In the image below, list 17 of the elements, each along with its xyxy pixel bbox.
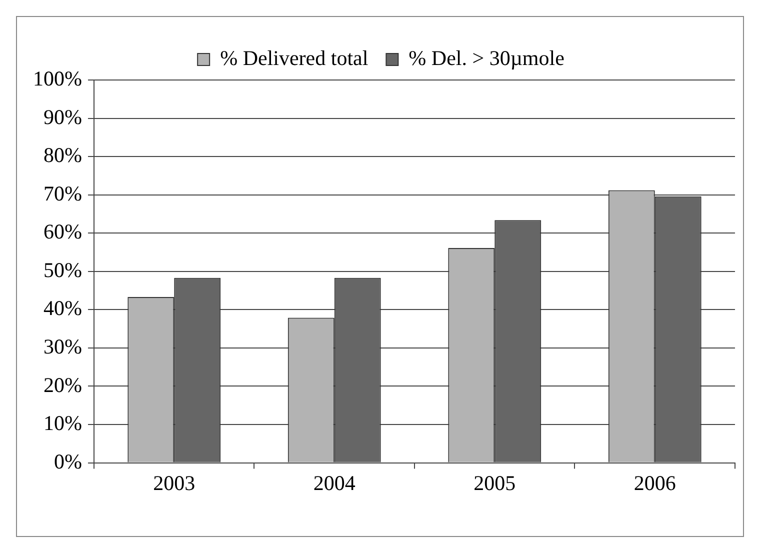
y-tick-label: 80% bbox=[43, 143, 82, 168]
y-tick-label: 70% bbox=[43, 181, 82, 206]
y-tick-label: 60% bbox=[43, 220, 82, 244]
x-tick-label: 2006 bbox=[634, 470, 676, 495]
y-tick-label: 20% bbox=[43, 372, 82, 397]
legend-label: % Del. > 30µmole bbox=[408, 46, 564, 70]
x-tick-label: 2004 bbox=[313, 470, 356, 495]
x-tick-label: 2005 bbox=[474, 470, 516, 495]
x-tick-label: 2003 bbox=[153, 470, 196, 495]
y-tick-label: 30% bbox=[43, 334, 82, 358]
y-tick-label: 100% bbox=[32, 66, 82, 91]
y-tick-label: 90% bbox=[43, 104, 82, 129]
y-tick-label: 0% bbox=[54, 449, 82, 474]
y-tick-label: 10% bbox=[43, 411, 82, 436]
legend-label: % Delivered total bbox=[220, 46, 368, 70]
y-tick-label: 50% bbox=[43, 258, 82, 282]
y-tick-label: 40% bbox=[43, 296, 82, 320]
